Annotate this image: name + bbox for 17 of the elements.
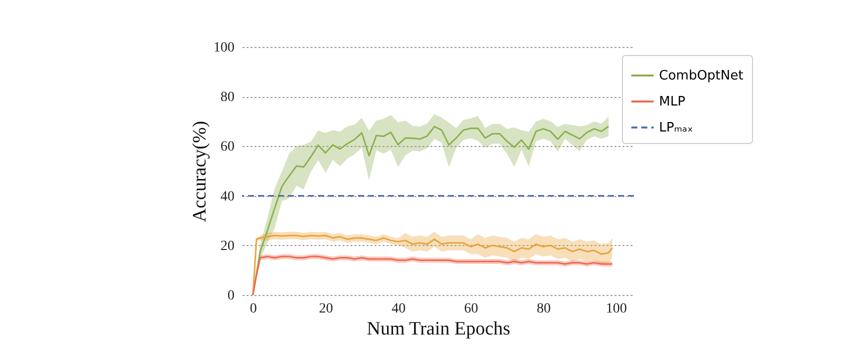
y-tick-label: 100 (214, 40, 234, 56)
x-tick-label: 40 (392, 302, 406, 316)
x-axis-title: Num Train Epochs (366, 318, 510, 340)
y-tick-label: 40 (220, 189, 234, 204)
legend-label: LPₘₐₓ (659, 120, 694, 136)
legend-label: MLP (659, 94, 686, 110)
x-tick-label: 60 (464, 302, 478, 316)
y-tick-label: 60 (220, 140, 234, 155)
x-tick-label: 100 (606, 302, 627, 316)
y-tick-label: 0 (228, 288, 234, 304)
x-tick-label: 80 (536, 302, 551, 316)
legend-label: CombOptNet (659, 68, 744, 84)
y-tick-label: 20 (220, 238, 234, 254)
x-tick-label: 20 (318, 302, 333, 316)
y-axis-title: Accuracy(%) (190, 120, 210, 222)
y-tick-label: 80 (220, 90, 234, 106)
x-tick-label: 0 (250, 302, 257, 316)
